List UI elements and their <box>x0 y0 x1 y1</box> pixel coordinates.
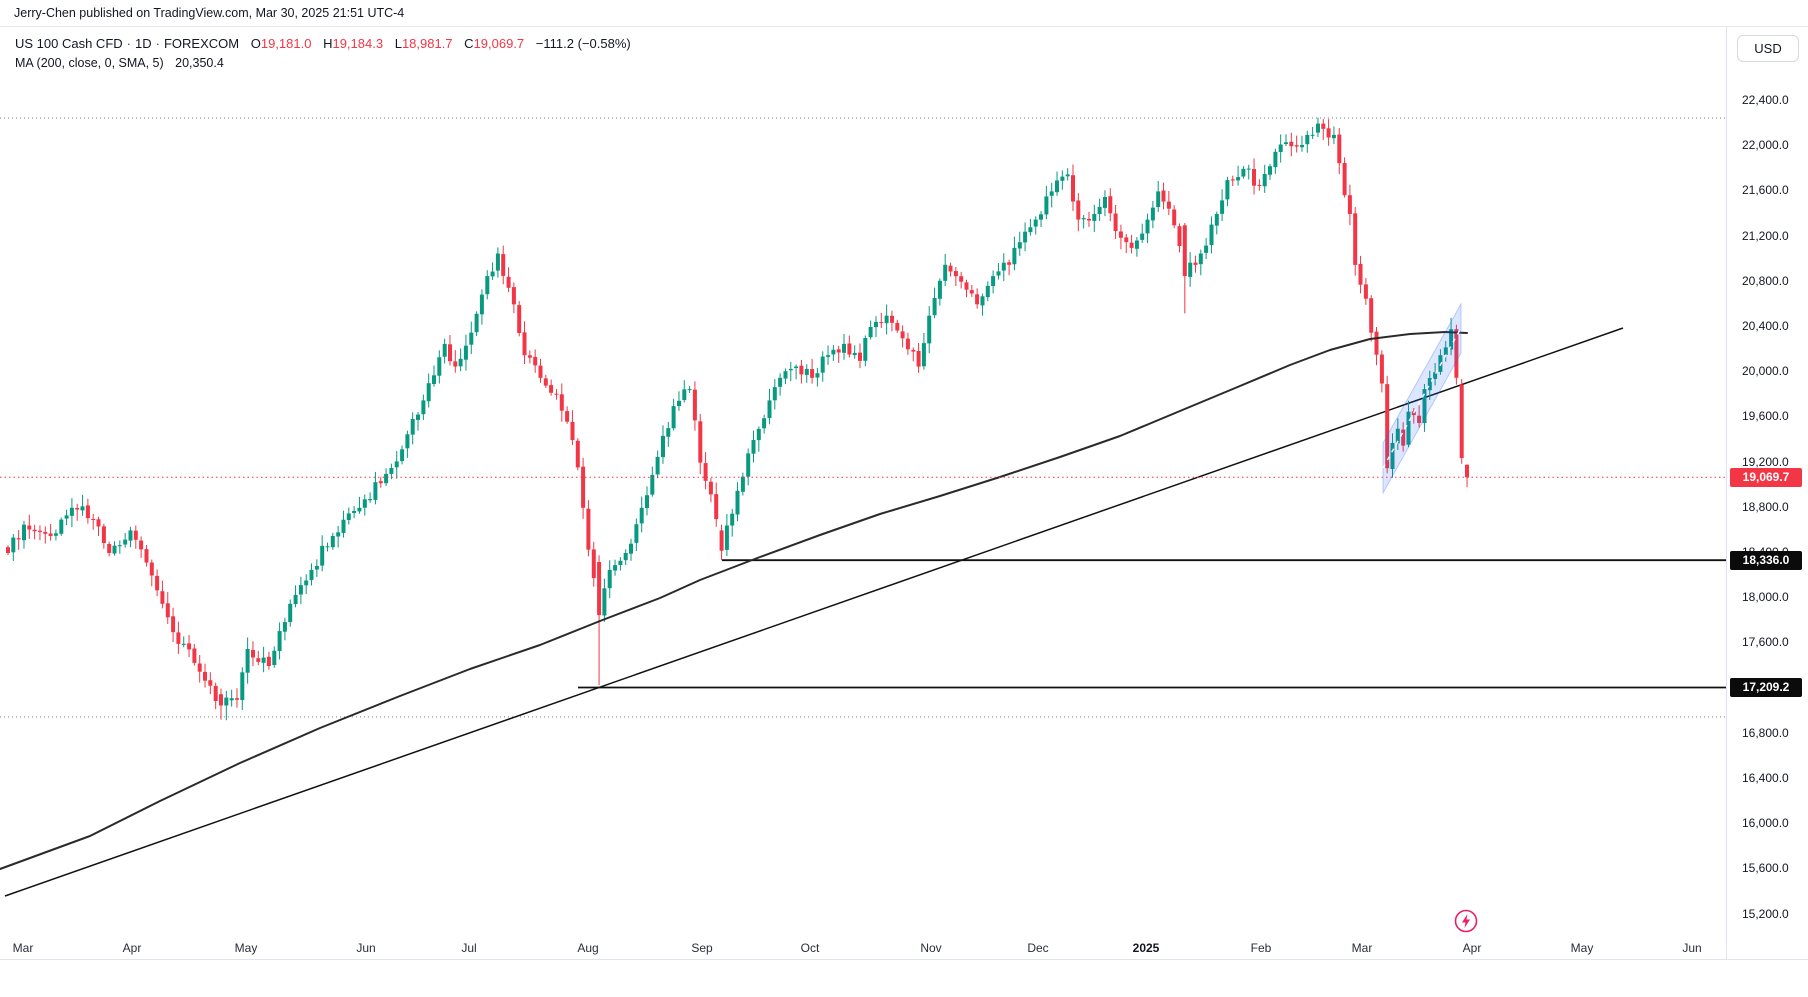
price-tick-label: 17,600.0 <box>1742 635 1789 650</box>
price-tick-label: 16,000.0 <box>1742 816 1789 831</box>
open-label: O <box>250 36 261 51</box>
time-tick-label: Oct <box>800 941 820 955</box>
ma-legend: MA (200, close, 0, SMA, 5) 20,350.4 <box>15 56 224 70</box>
time-tick-label: May <box>234 941 258 955</box>
time-tick-label: May <box>1570 941 1594 955</box>
price-tick-label: 18,000.0 <box>1742 590 1789 605</box>
time-tick-label: Jun <box>1682 941 1702 955</box>
price-tick-label: 22,400.0 <box>1742 93 1789 107</box>
separator-dot: · <box>155 36 160 51</box>
symbol-legend: US 100 Cash CFD · 1D · FOREXCOM O19,181.0 H1… <box>15 36 631 51</box>
time-tick-label: 2025 <box>1132 941 1160 955</box>
time-tick-label: Sep <box>691 941 713 955</box>
interval-label: 1D <box>135 36 152 51</box>
price-tick-label: 21,200.0 <box>1742 228 1789 243</box>
time-tick-label: Feb <box>1250 941 1272 955</box>
price-tick-label: 15,600.0 <box>1742 861 1789 876</box>
price-tick-label: 19,600.0 <box>1742 409 1789 424</box>
ma-value: 20,350.4 <box>175 56 224 70</box>
price-axis-border <box>1726 27 1727 960</box>
footer: TradingView <box>0 960 1808 997</box>
ma-label: MA (200, close, 0, SMA, 5) <box>15 56 164 70</box>
price-tick-label: 16,800.0 <box>1742 725 1789 740</box>
time-tick-label: Nov <box>920 941 942 955</box>
candles-layer <box>6 117 1469 721</box>
price-tick-label: 20,400.0 <box>1742 318 1789 333</box>
publisher-bar: Jerry-Chen published on TradingView.com,… <box>0 0 1808 27</box>
low-label: L <box>394 36 402 51</box>
open-value: 19,181.0 <box>260 36 312 51</box>
exchange-label: FOREXCOM <box>163 36 240 51</box>
time-tick-label: Aug <box>577 941 599 955</box>
high-value: 19,184.3 <box>332 36 384 51</box>
price-badge: 19,069.7 <box>1730 467 1802 487</box>
time-axis-border <box>0 959 1808 960</box>
price-tick-label: 21,600.0 <box>1742 183 1789 198</box>
price-tick-label: 20,000.0 <box>1742 364 1789 379</box>
trendline <box>4 327 1624 897</box>
price-badge: 18,336.0 <box>1730 550 1802 570</box>
close-value: 19,069.7 <box>473 36 525 51</box>
change-value: −111.2 (−0.58%) <box>535 36 631 51</box>
close-label: C <box>464 36 474 51</box>
flash-icon-bolt <box>1462 914 1470 928</box>
sma-200-line <box>0 331 1468 870</box>
time-tick-label: Apr <box>122 941 142 955</box>
time-tick-label: Jun <box>356 941 376 955</box>
high-label: H <box>323 36 333 51</box>
price-tick-label: 15,200.0 <box>1742 906 1789 921</box>
price-tick-label: 22,000.0 <box>1742 138 1789 153</box>
time-tick-label: Apr <box>1462 941 1482 955</box>
publisher-text: Jerry-Chen published on TradingView.com,… <box>14 6 405 20</box>
separator-dot: · <box>126 36 131 51</box>
time-tick-label: Jul <box>461 941 477 955</box>
time-tick-label: Mar <box>12 941 34 955</box>
symbol-name: US 100 Cash CFD <box>15 36 123 51</box>
price-tick-label: 19,200.0 <box>1742 454 1789 469</box>
currency-button[interactable]: USD <box>1737 35 1799 62</box>
low-value: 18,981.7 <box>401 36 453 51</box>
price-tick-label: 18,800.0 <box>1742 499 1789 514</box>
time-tick-label: Dec <box>1027 941 1049 955</box>
price-badge: 17,209.2 <box>1730 678 1802 698</box>
price-tick-label: 20,800.0 <box>1742 273 1789 288</box>
time-tick-label: Mar <box>1351 941 1373 955</box>
channel-highlight <box>1382 302 1462 495</box>
price-tick-label: 16,400.0 <box>1742 770 1789 785</box>
